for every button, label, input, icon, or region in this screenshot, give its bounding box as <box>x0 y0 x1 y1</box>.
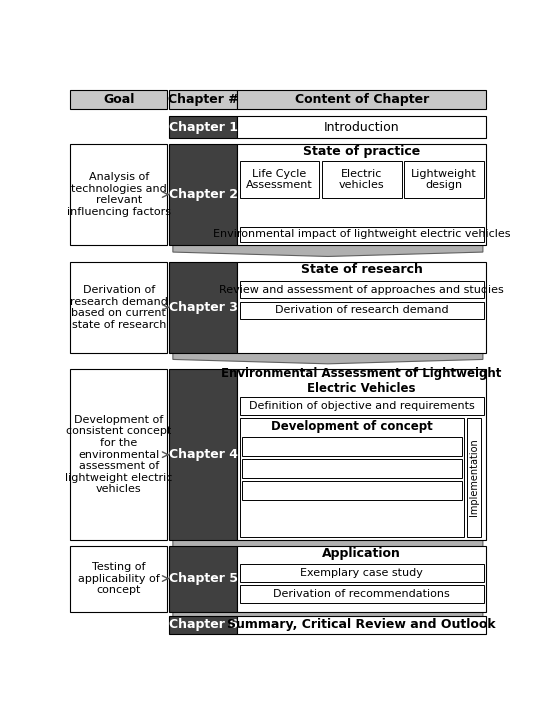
Bar <box>467 418 481 537</box>
Text: Testing of
applicability of
concept: Testing of applicability of concept <box>78 562 160 595</box>
Text: Summary, Critical Review and Outlook: Summary, Critical Review and Outlook <box>227 618 496 631</box>
Bar <box>242 437 462 455</box>
Text: Content of Chapter: Content of Chapter <box>294 93 429 106</box>
Bar <box>169 116 237 138</box>
Text: Chapter 5: Chapter 5 <box>169 572 238 585</box>
Text: Life Cycle
Assessment: Life Cycle Assessment <box>246 169 313 190</box>
Bar <box>237 546 486 611</box>
Bar <box>240 564 484 582</box>
Bar <box>237 90 486 109</box>
Text: Chapter 3: Chapter 3 <box>169 301 238 314</box>
Polygon shape <box>173 540 483 551</box>
Text: Environmental impact of lightweight electric vehicles: Environmental impact of lightweight elec… <box>213 230 511 240</box>
Bar <box>237 262 486 352</box>
Text: Introduction: Introduction <box>324 121 399 134</box>
Text: Visualization: Visualization <box>317 485 387 495</box>
Text: Analysis of
technologies and
relevant
influencing factors: Analysis of technologies and relevant in… <box>67 172 171 217</box>
Text: Environmental Assessment of Lightweight
Electric Vehicles: Environmental Assessment of Lightweight … <box>221 368 502 395</box>
Text: Chapter 2: Chapter 2 <box>169 188 238 201</box>
Text: Lightweight
design: Lightweight design <box>411 169 477 190</box>
Text: Electric
vehicles: Electric vehicles <box>339 169 384 190</box>
Bar <box>240 585 484 603</box>
Text: Chapter #: Chapter # <box>168 93 239 106</box>
Bar <box>240 418 464 537</box>
Text: State of practice: State of practice <box>303 145 420 158</box>
Text: Application: Application <box>322 547 401 560</box>
Bar <box>237 144 486 245</box>
Bar <box>240 302 484 319</box>
Bar <box>169 262 237 352</box>
Text: Implementation: Implementation <box>469 438 479 516</box>
Text: Derivation of
research demand
based on current
state of research: Derivation of research demand based on c… <box>70 285 168 330</box>
Text: Chapter 1: Chapter 1 <box>169 121 238 134</box>
Text: Definition of objective and requirements: Definition of objective and requirements <box>249 401 475 411</box>
Text: Chapter 6: Chapter 6 <box>169 618 238 631</box>
Bar <box>70 546 167 611</box>
Bar <box>169 616 237 633</box>
Bar <box>242 481 462 500</box>
Text: Development of concept: Development of concept <box>271 420 433 433</box>
Text: Chapter 4: Chapter 4 <box>169 448 238 461</box>
Bar <box>237 116 486 138</box>
Bar <box>322 161 402 198</box>
Bar <box>237 616 486 633</box>
Text: Goal: Goal <box>103 93 135 106</box>
Polygon shape <box>173 611 483 623</box>
Bar <box>240 227 484 242</box>
Bar <box>70 262 167 352</box>
Bar <box>169 144 237 245</box>
Bar <box>240 161 319 198</box>
Bar <box>169 90 237 109</box>
Bar <box>70 90 167 109</box>
Text: Derivation of recommendations: Derivation of recommendations <box>273 589 450 599</box>
Text: Review and assessment of approaches and studies: Review and assessment of approaches and … <box>219 285 504 295</box>
Bar <box>237 370 486 540</box>
Bar <box>242 459 462 478</box>
Polygon shape <box>173 352 483 364</box>
Text: Derivation of research demand: Derivation of research demand <box>275 305 449 315</box>
Text: State of research: State of research <box>301 263 422 276</box>
Bar <box>404 161 484 198</box>
Bar <box>240 397 484 415</box>
Text: Development of
consistent concept
for the
environmental
assessment of
lightweigh: Development of consistent concept for th… <box>65 415 173 495</box>
Bar <box>70 370 167 540</box>
Bar <box>240 281 484 298</box>
Bar <box>70 144 167 245</box>
Bar <box>169 370 237 540</box>
Text: Modelling: Modelling <box>325 463 379 473</box>
Polygon shape <box>173 245 483 257</box>
Text: System description: System description <box>299 441 405 451</box>
Text: Exemplary case study: Exemplary case study <box>300 568 423 578</box>
Bar <box>169 546 237 611</box>
